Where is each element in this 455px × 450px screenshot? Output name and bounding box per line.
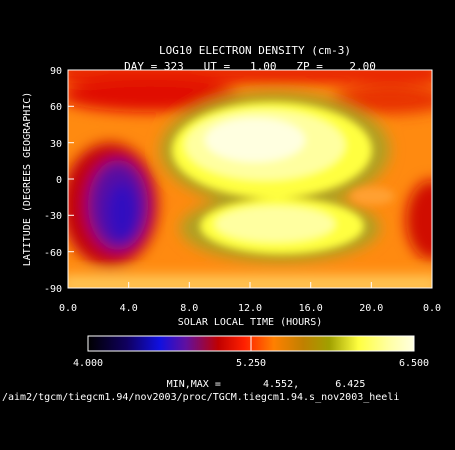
x-tick-label: 20.0 (359, 303, 383, 314)
x-tick-label: 4.0 (120, 303, 138, 314)
chart-title: LOG10 ELECTRON DENSITY (cm-3) (159, 44, 351, 57)
x-axis-label: SOLAR LOCAL TIME (HOURS) (178, 317, 323, 328)
y-tick-label: -30 (44, 211, 62, 222)
x-tick-label: 16.0 (299, 303, 323, 314)
colorbar-max-label: 6.500 (399, 358, 429, 369)
y-axis-label: LATITUDE (DEGREES GEOGRAPHIC) (22, 92, 33, 267)
x-tick-label: 8.0 (180, 303, 198, 314)
x-tick-label: 0.0 (59, 303, 77, 314)
colorbar-mid-label: 5.250 (236, 358, 266, 369)
axis-tick-marks (67, 69, 433, 289)
file-path: /aim2/tgcm/tiegcm1.94/nov2003/proc/TGCM.… (2, 392, 399, 403)
x-tick-label: 12.0 (238, 303, 262, 314)
min-max-readout: MIN,MAX = 4.552, 6.425 (167, 379, 366, 390)
x-tick-label: 0.0 (423, 303, 441, 314)
y-tick-label: 90 (50, 66, 62, 77)
y-tick-label: 60 (50, 102, 62, 113)
heatmap-plot (68, 70, 432, 288)
colorbar-min-label: 4.000 (73, 358, 103, 369)
y-tick-label: 30 (50, 139, 62, 150)
y-tick-label: 0 (56, 175, 62, 186)
y-tick-label: -60 (44, 248, 62, 259)
y-tick-label: -90 (44, 284, 62, 295)
